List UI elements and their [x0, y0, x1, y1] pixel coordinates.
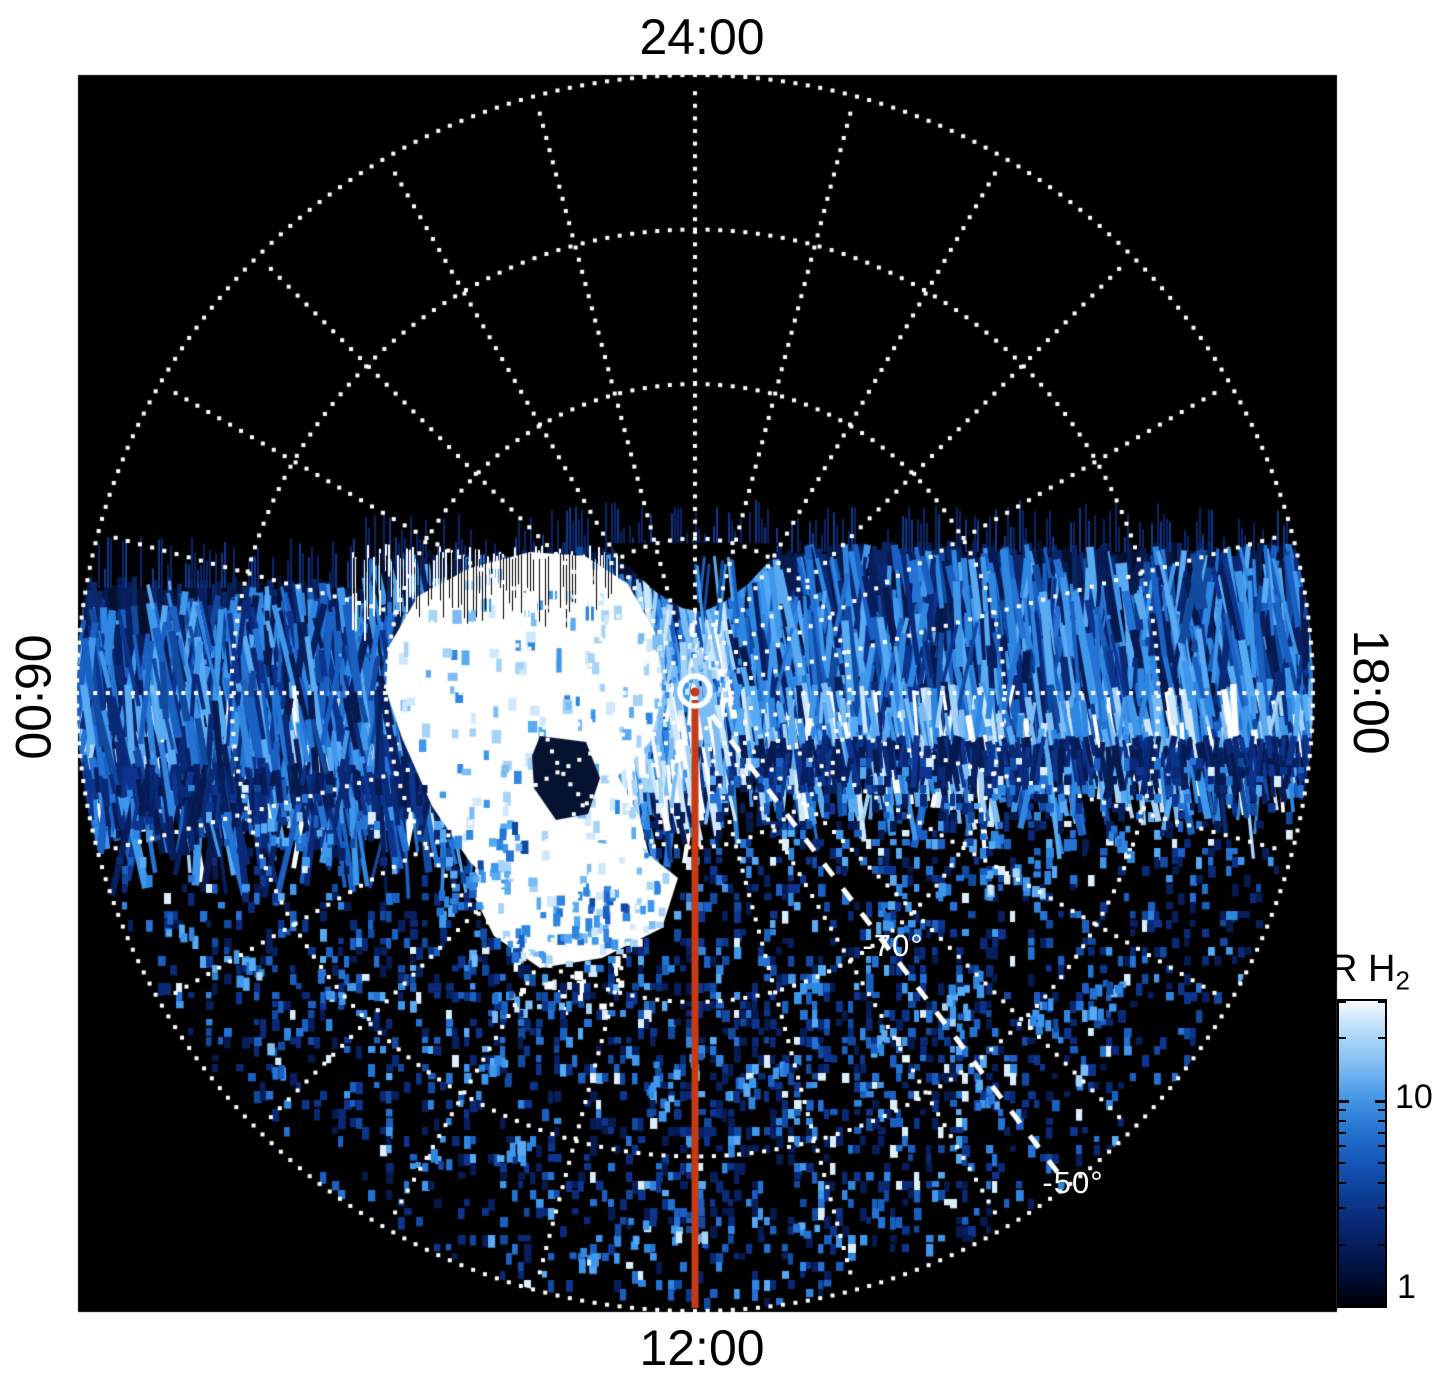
colorbar-tick [1339, 1119, 1346, 1122]
local-time-label-noon: 12:00 [639, 1320, 765, 1376]
colorbar-tick [1375, 1099, 1385, 1103]
colorbar-tick [1378, 1037, 1385, 1040]
latitude-label-70: -70° [862, 928, 924, 963]
colorbar-tick [1378, 1181, 1385, 1184]
colorbar-title-main: kR H [1311, 948, 1396, 990]
colorbar-tick [1339, 1207, 1346, 1210]
colorbar-tick [1378, 1243, 1385, 1246]
colorbar [1337, 999, 1387, 1308]
colorbar-tick-label-1: 1 [1397, 1268, 1416, 1306]
colorbar-tick [1339, 1181, 1346, 1184]
colorbar-tick-label-10: 10 [1395, 1078, 1433, 1116]
colorbar-tick [1378, 1108, 1385, 1111]
colorbar-tick [1378, 1131, 1385, 1134]
colorbar-tick [1378, 1001, 1385, 1003]
colorbar-tick [1339, 1161, 1346, 1164]
colorbar-tick [1378, 1119, 1385, 1122]
colorbar-tick [1339, 1001, 1346, 1003]
colorbar-tick [1339, 1099, 1349, 1103]
colorbar-tick [1339, 1108, 1346, 1111]
colorbar-tick [1339, 1131, 1346, 1134]
colorbar-tick [1339, 1145, 1346, 1148]
colorbar-title-sub: 2 [1395, 965, 1410, 996]
colorbar-tick [1378, 1161, 1385, 1164]
colorbar-tick [1378, 1145, 1385, 1148]
colorbar-tick [1378, 1207, 1385, 1210]
local-time-label-dawn: 06:00 [5, 634, 61, 760]
colorbar-tick [1339, 1243, 1346, 1246]
local-time-label-dusk: 18:00 [1343, 629, 1399, 755]
colorbar-title: kR H2 [1311, 948, 1410, 997]
latitude-label-50: -50° [1042, 1165, 1104, 1200]
local-time-label-midnight: 24:00 [639, 9, 765, 65]
colorbar-tick [1339, 1037, 1346, 1040]
